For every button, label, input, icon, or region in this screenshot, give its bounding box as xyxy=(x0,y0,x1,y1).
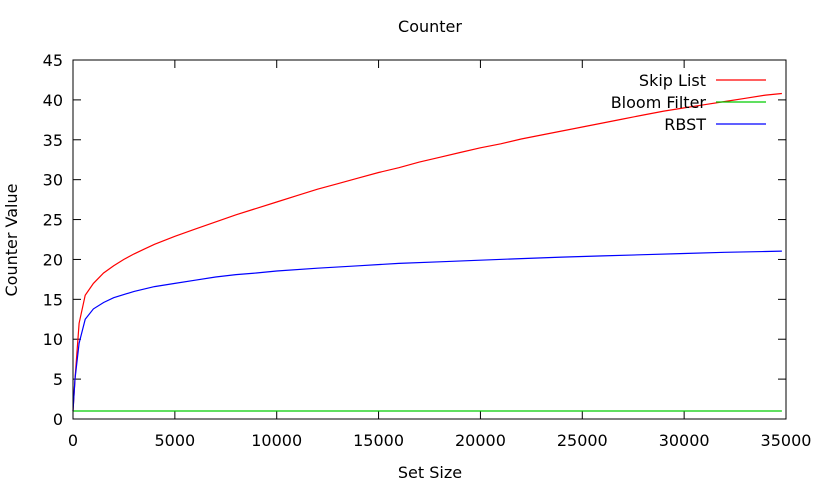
y-tick-label: 5 xyxy=(53,370,63,389)
y-axis-label: Counter Value xyxy=(2,184,21,297)
y-tick-label: 10 xyxy=(43,330,63,349)
chart-title: Counter xyxy=(398,17,462,36)
x-tick-label: 15000 xyxy=(353,431,404,450)
legend: Skip List Bloom Filter RBST xyxy=(611,71,766,134)
x-tick-label: 5000 xyxy=(154,431,195,450)
series-line-rbst xyxy=(72,250,782,412)
y-tick-label: 20 xyxy=(43,250,63,269)
plot-frame xyxy=(72,59,787,420)
y-tick-label: 15 xyxy=(43,290,63,309)
series-line-skip-list xyxy=(72,92,782,412)
x-axis-label: Set Size xyxy=(398,463,462,482)
legend-label: Bloom Filter xyxy=(611,93,707,112)
y-tick-label: 35 xyxy=(43,131,63,150)
y-tick-label: 45 xyxy=(43,51,63,70)
x-axis: 0 5000 10000 15000 20000 25000 30000 35000 xyxy=(68,60,812,450)
x-tick-label: 10000 xyxy=(251,431,302,450)
y-tick-label: 25 xyxy=(43,211,63,230)
x-tick-label: 30000 xyxy=(659,431,710,450)
legend-label: Skip List xyxy=(639,71,706,90)
x-tick-label: 20000 xyxy=(455,431,506,450)
y-tick-label: 40 xyxy=(43,91,63,110)
y-tick-label: 30 xyxy=(43,171,63,190)
legend-label: RBST xyxy=(664,115,706,134)
x-tick-label: 0 xyxy=(68,431,78,450)
series-layer xyxy=(72,92,782,412)
x-tick-label: 25000 xyxy=(557,431,608,450)
x-tick-label: 35000 xyxy=(761,431,812,450)
y-axis: 0 5 10 15 20 25 30 35 40 45 xyxy=(43,51,786,429)
y-tick-label: 0 xyxy=(53,410,63,429)
